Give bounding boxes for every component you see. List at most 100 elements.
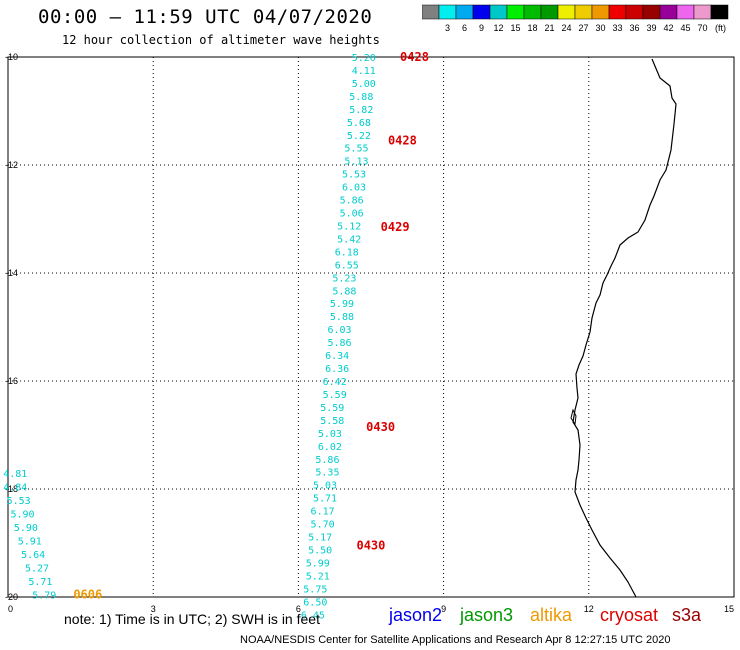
wave-height-value: 5.03 <box>313 481 337 492</box>
wave-height-value: 5.53 <box>342 170 366 181</box>
pass-time-label: 0430 <box>366 420 395 434</box>
wave-height-value: 5.71 <box>313 494 337 505</box>
colorbar-label: 42 <box>663 23 673 33</box>
wave-height-value: 6.36 <box>325 364 349 375</box>
legend-jason2: jason2 <box>389 605 443 625</box>
wave-height-values: 5.20 4.11 5.00 5.88 5.82 5.68 5.22 5.55 5.13 5.53… <box>3 53 376 621</box>
wave-height-value: 5.82 <box>349 105 373 116</box>
pass-time-label: 0428 <box>400 50 429 64</box>
wave-height-value: 6.03 <box>327 325 351 336</box>
wave-height-value: 5.59 <box>323 390 347 401</box>
wave-height-value: 5.75 <box>303 584 327 595</box>
y-tick-label: -14 <box>5 268 18 278</box>
footer-note: note: 1) Time is in UTC; 2) SWH is in fe… <box>64 611 320 627</box>
wave-height-value: 5.71 <box>28 577 52 588</box>
wave-height-value: 6.02 <box>318 442 342 453</box>
legend-cryosat: cryosat <box>600 605 659 625</box>
wave-height-value: 5.20 <box>352 53 376 64</box>
wave-height-value: 5.59 <box>320 403 344 414</box>
y-tick-label: -18 <box>5 484 18 494</box>
wave-height-value: 5.42 <box>337 234 361 245</box>
wave-height-value: 5.70 <box>311 520 335 531</box>
wave-height-value: 6.17 <box>311 507 335 518</box>
pass-time-label: 0430 <box>356 539 385 553</box>
colorbar-label: 30 <box>595 23 605 33</box>
wave-height-value: 5.12 <box>337 221 361 232</box>
wave-height-value: 6.55 <box>335 260 359 271</box>
wave-height-value: 5.86 <box>327 338 351 349</box>
map-frame <box>7 56 735 598</box>
colorbar-unit: (ft) <box>715 23 726 33</box>
wave-height-value: 5.03 <box>318 429 342 440</box>
x-tick-label: 12 <box>584 604 594 614</box>
y-tick-label: -20 <box>5 592 18 602</box>
colorbar-label: 15 <box>510 23 520 33</box>
wave-height-value: 6.18 <box>335 247 359 258</box>
credit-line: NOAA/NESDIS Center for Satellite Applica… <box>240 634 671 646</box>
pass-time-labels: 0428 0428 0429 0430 0430 0606 <box>73 50 429 601</box>
wave-height-colorbar: 3 6 9 12 15 18 21 24 27 30 33 36 39 42 45 70 (ft) <box>422 4 729 33</box>
wave-height-value: 6.42 <box>323 377 347 388</box>
wave-height-value: 5.88 <box>330 312 354 323</box>
y-tick-label: -10 <box>5 52 18 62</box>
x-tick-label: 0 <box>8 604 13 614</box>
wave-height-value: 5.27 <box>25 563 49 574</box>
x-tick-label: 6 <box>296 604 301 614</box>
wave-height-value: 5.50 <box>308 545 332 556</box>
wave-height-value: 5.90 <box>10 509 34 520</box>
colorbar-label: 12 <box>493 23 503 33</box>
wave-height-value: 5.58 <box>320 416 344 427</box>
wave-height-value: 6.03 <box>342 183 366 194</box>
y-tick-label: -12 <box>5 160 18 170</box>
wave-height-value: 5.68 <box>347 118 371 129</box>
wave-height-value: 5.91 <box>18 536 42 547</box>
wave-height-value: 5.90 <box>14 523 38 534</box>
colorbar-label: 9 <box>479 23 484 33</box>
wave-height-value: 4.81 <box>3 469 27 480</box>
axis-ticks: 0 3 6 9 12 15 -10 -12 -14 -16 -18 -20 <box>5 52 734 614</box>
colorbar-swatch <box>710 4 729 20</box>
wave-height-value: 6.34 <box>325 351 349 362</box>
wave-height-value: 5.79 <box>32 590 56 601</box>
wave-height-value: 6.45 <box>301 610 325 621</box>
wave-height-value: 5.17 <box>308 533 332 544</box>
wave-height-value: 5.86 <box>315 455 339 466</box>
colorbar-label: 70 <box>697 23 707 33</box>
wave-height-value: 5.23 <box>332 273 356 284</box>
wave-height-value: 4.11 <box>352 66 376 77</box>
colorbar-label: 18 <box>527 23 537 33</box>
wave-height-value: 5.55 <box>344 144 368 155</box>
legend-altika: altika <box>530 605 573 625</box>
colorbar-label: 33 <box>612 23 622 33</box>
legend-s3a: s3a <box>672 605 702 625</box>
colorbar-label: 24 <box>561 23 571 33</box>
wave-height-value: 5.21 <box>306 571 330 582</box>
colorbar-label: 45 <box>680 23 690 33</box>
wave-height-value: 5.13 <box>344 157 368 168</box>
wave-height-value: 5.06 <box>340 209 364 220</box>
map-subtitle: 12 hour collection of altimeter wave hei… <box>62 33 380 47</box>
colorbar-label: 39 <box>646 23 656 33</box>
map-grid <box>8 57 734 597</box>
wave-height-value: 6.50 <box>303 597 327 608</box>
wave-height-value: 5.00 <box>352 79 376 90</box>
wave-height-value: 5.99 <box>306 558 330 569</box>
pass-time-label: 0428 <box>388 134 417 148</box>
colorbar-label: 3 <box>445 23 450 33</box>
wave-height-value: 5.35 <box>315 468 339 479</box>
colorbar-label: 6 <box>462 23 467 33</box>
wave-height-value: 5.88 <box>332 286 356 297</box>
colorbar-label: 27 <box>578 23 588 33</box>
wave-height-value: 5.53 <box>7 496 31 507</box>
colorbar-label: 21 <box>544 23 554 33</box>
coastline <box>572 58 677 598</box>
colorbar-label: 36 <box>629 23 639 33</box>
wave-height-value: 5.22 <box>347 131 371 142</box>
x-tick-label: 3 <box>151 604 156 614</box>
wave-height-value: 4.84 <box>3 482 27 493</box>
wave-height-value: 5.86 <box>340 196 364 207</box>
x-tick-label: 15 <box>724 604 734 614</box>
pass-time-label: 0429 <box>381 220 410 234</box>
wave-height-value: 5.99 <box>330 299 354 310</box>
